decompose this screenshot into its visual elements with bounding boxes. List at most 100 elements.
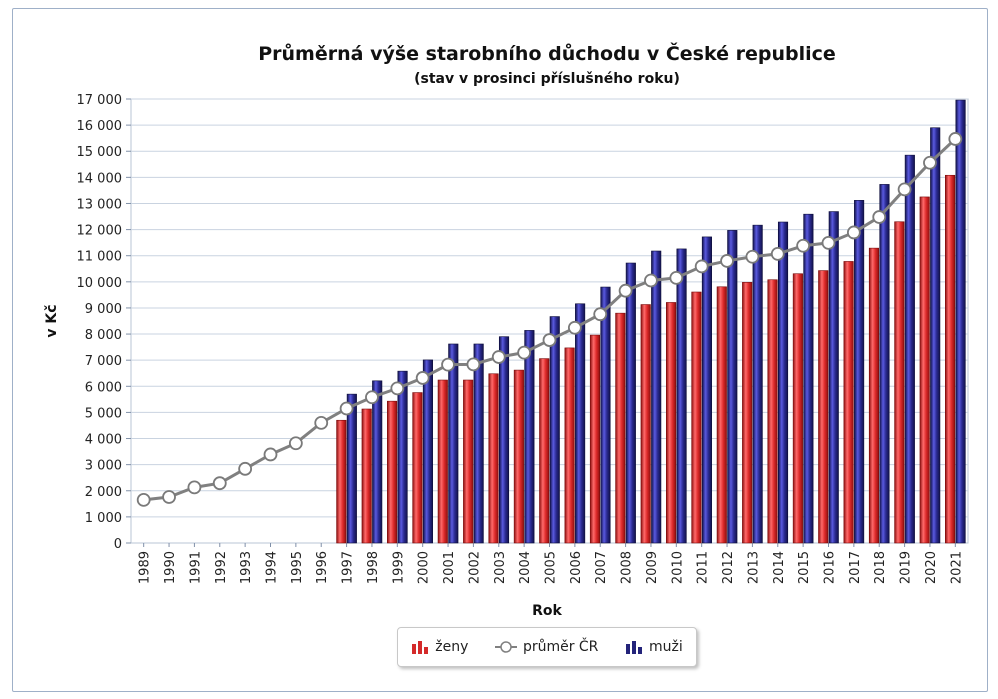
bar-muzi[interactable] [448,343,459,544]
bar-zeny[interactable] [564,347,575,544]
bar-muzi[interactable] [575,303,586,544]
point-prumer[interactable] [948,132,963,146]
bar-zeny[interactable] [387,400,398,544]
bar-muzi[interactable] [422,359,433,544]
point-prumer[interactable] [415,371,430,385]
point-prumer[interactable] [644,273,658,288]
point-prumer[interactable] [491,350,506,364]
point-prumer[interactable] [314,415,329,430]
point-prumer[interactable] [694,259,709,274]
point-prumer[interactable] [745,249,760,264]
bar-zeny[interactable] [336,419,347,544]
point-prumer[interactable] [466,357,481,372]
bar-muzi[interactable] [372,380,383,544]
bar-zeny[interactable] [361,408,372,544]
bar-muzi[interactable] [727,230,738,544]
x-tick-label: 1998 [366,551,381,584]
bar-zeny[interactable] [792,273,803,544]
bar-zeny[interactable] [615,312,626,544]
bar-muzi[interactable] [854,200,865,544]
bar-muzi[interactable] [955,99,966,544]
bar-zeny[interactable] [843,261,854,544]
bar-zeny[interactable] [716,286,727,544]
bar-muzi[interactable] [346,393,357,544]
legend-item-prumer[interactable]: průměr ČR [494,639,598,655]
bar-zeny[interactable] [539,358,550,544]
bar-muzi[interactable] [397,370,408,544]
bar-zeny[interactable] [513,369,524,544]
bar-muzi[interactable] [625,262,636,544]
y-tick-label: 0 [114,537,122,552]
point-prumer[interactable] [517,345,532,360]
bar-muzi[interactable] [498,336,510,544]
bar-muzi[interactable] [752,224,763,544]
point-prumer[interactable] [339,401,354,416]
bar-zeny[interactable] [742,282,753,544]
bar-muzi[interactable] [524,330,535,544]
bar-zeny[interactable] [463,379,474,544]
bar-zeny[interactable] [640,304,651,544]
point-prumer[interactable] [872,210,887,224]
bar-muzi[interactable] [549,316,560,544]
bar-zeny[interactable] [818,270,829,544]
point-prumer[interactable] [238,461,253,476]
bar-muzi[interactable] [803,213,814,544]
point-prumer[interactable] [136,493,151,507]
x-tick-label: 1993 [239,551,254,584]
point-prumer[interactable] [542,333,557,347]
point-prumer[interactable] [846,225,861,240]
point-prumer[interactable] [567,320,582,335]
bar-zeny[interactable] [589,334,601,544]
bar-muzi[interactable] [676,248,687,544]
y-tick-label: 9 000 [85,302,122,317]
legend-item-zeny[interactable]: ženy [411,639,468,655]
point-prumer[interactable] [821,236,836,250]
x-tick-label: 2017 [848,551,863,584]
bar-zeny[interactable] [412,392,423,544]
bar-muzi[interactable] [930,127,941,544]
bar-muzi[interactable] [473,343,484,544]
legend-label-zeny: ženy [435,639,469,655]
point-prumer[interactable] [162,490,176,504]
x-tick-label: 1995 [290,551,305,584]
bar-zeny[interactable] [666,302,677,544]
bar-zeny[interactable] [437,379,448,544]
point-prumer[interactable] [263,447,278,462]
point-prumer[interactable] [441,357,455,372]
point-prumer[interactable] [618,283,633,298]
x-tick-label: 1994 [265,551,280,584]
point-prumer[interactable] [288,436,303,451]
bar-zeny[interactable] [691,291,702,544]
point-prumer[interactable] [390,381,405,396]
bar-muzi[interactable] [600,286,611,544]
bar-muzi[interactable] [879,184,890,544]
x-tick-label: 2015 [797,551,812,584]
point-prumer[interactable] [593,307,608,322]
point-prumer[interactable] [770,246,785,261]
bar-muzi[interactable] [651,250,662,544]
bar-zeny[interactable] [767,279,778,544]
bar-zeny[interactable] [894,221,905,544]
bar-zeny[interactable] [945,174,956,544]
x-tick-label: 2012 [721,551,736,584]
x-tick-label: 2018 [873,551,888,584]
point-prumer[interactable] [897,182,912,197]
y-tick-label: 5 000 [85,406,122,421]
bar-muzi[interactable] [701,236,712,544]
legend-item-muzi[interactable]: muži [625,639,683,655]
bar-zeny[interactable] [919,196,930,544]
point-prumer[interactable] [923,155,937,170]
x-axis-label: Rok [532,603,562,619]
point-prumer[interactable] [669,271,684,285]
bar-muzi[interactable] [904,154,915,544]
bar-zeny[interactable] [488,373,499,544]
point-prumer[interactable] [720,254,734,268]
point-prumer[interactable] [796,238,811,253]
point-prumer[interactable] [212,476,227,491]
point-prumer[interactable] [365,390,379,405]
y-tick-label: 17 000 [77,93,123,108]
bar-muzi[interactable] [777,221,789,544]
bar-zeny[interactable] [868,247,880,544]
point-prumer[interactable] [187,480,202,495]
bar-muzi[interactable] [828,211,839,544]
